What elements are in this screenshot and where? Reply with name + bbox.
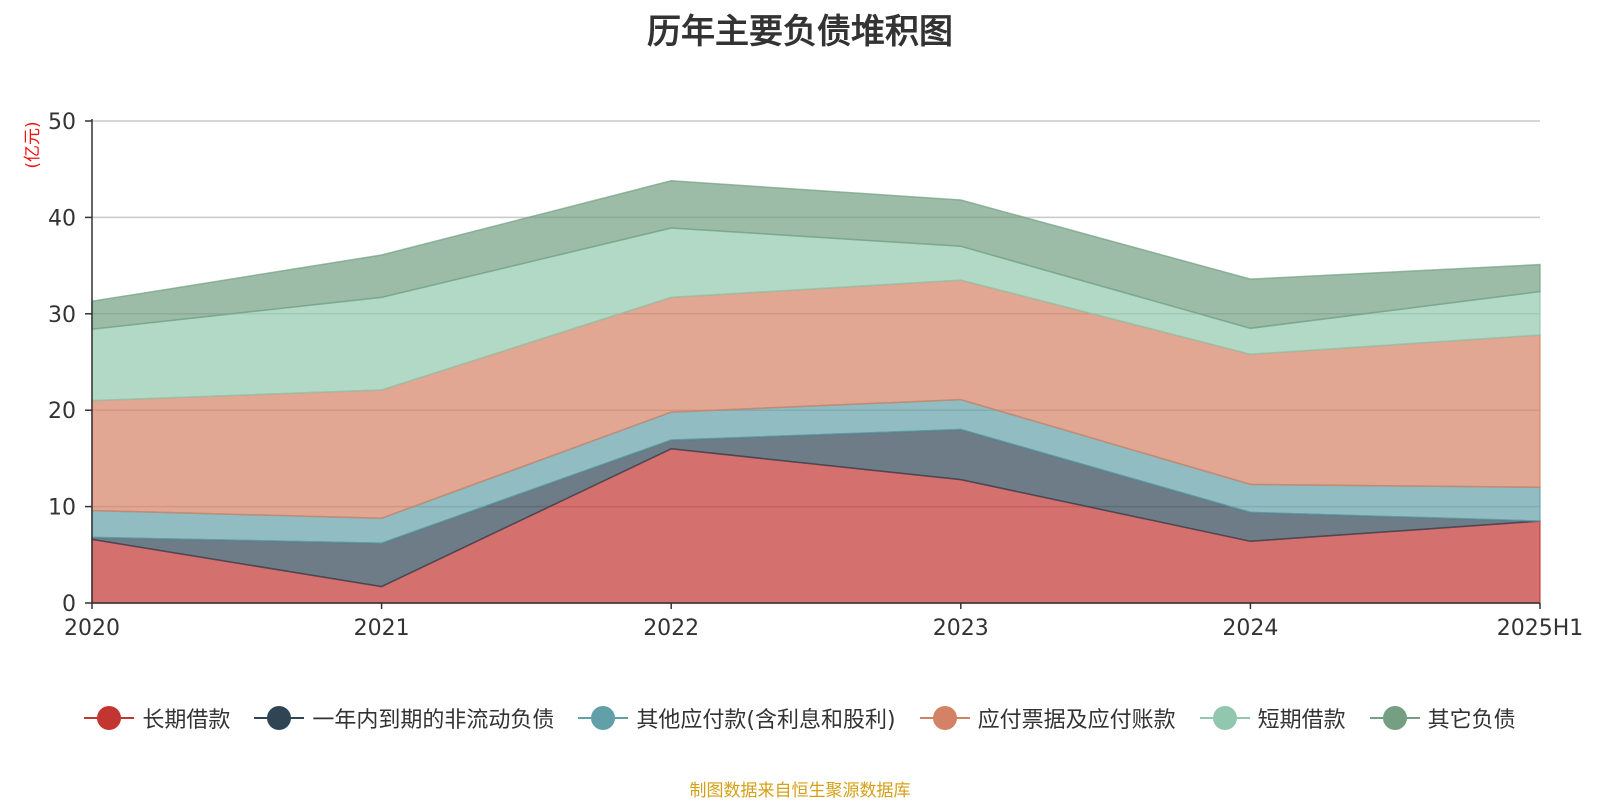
legend-label: 长期借款 xyxy=(142,708,231,733)
legend-item-2[interactable]: 其他应付款(含利息和股利) xyxy=(578,702,896,734)
legend-item-4[interactable]: 短期借款 xyxy=(1199,702,1346,734)
axis-layer: 0 10 20 30 40 50 2020 2021 2022 2023 2024 2025H1 xyxy=(48,110,1583,641)
y-unit-label: (亿元) xyxy=(23,121,43,168)
legend: 长期借款 一年内到期的非流动负债 其他应付款(含利息和股利) 应付票据及应付账款 短期借… xyxy=(0,702,1600,734)
x-tick-label: 2020 xyxy=(64,616,120,641)
x-tick-label: 2022 xyxy=(643,616,699,641)
y-tick-label: 20 xyxy=(48,399,76,424)
x-tick-label: 2024 xyxy=(1222,616,1278,641)
y-tick-label: 30 xyxy=(48,303,76,328)
legend-item-0[interactable]: 长期借款 xyxy=(84,702,230,734)
area-layer xyxy=(91,180,1541,604)
legend-label: 其他应付款(含利息和股利) xyxy=(636,708,896,733)
legend-label: 其它负债 xyxy=(1427,708,1516,733)
data-source-footnote: 制图数据来自恒生聚源数据库 xyxy=(689,781,911,801)
y-tick-label: 0 xyxy=(62,592,76,617)
area-series-5 xyxy=(91,180,1541,331)
y-tick-label: 50 xyxy=(48,110,76,135)
legend-marker-icon xyxy=(1199,706,1250,730)
legend-marker-icon xyxy=(919,706,970,730)
legend-label: 应付票据及应付账款 xyxy=(977,708,1176,733)
legend-label: 短期借款 xyxy=(1257,708,1346,733)
legend-item-1[interactable]: 一年内到期的非流动负债 xyxy=(254,702,554,734)
legend-item-3[interactable]: 应付票据及应付账款 xyxy=(919,702,1176,734)
legend-marker-icon xyxy=(1369,706,1420,730)
y-tick-label: 40 xyxy=(48,206,76,231)
legend-marker-icon xyxy=(578,706,629,730)
legend-item-5[interactable]: 其它负债 xyxy=(1369,702,1516,734)
legend-marker-icon xyxy=(254,706,305,730)
y-tick-label: 10 xyxy=(48,496,76,521)
x-tick-label: 2023 xyxy=(933,616,989,641)
chart-title: 历年主要负债堆积图 xyxy=(647,12,953,52)
legend-label: 一年内到期的非流动负债 xyxy=(312,708,555,733)
x-tick-label: 2021 xyxy=(354,616,410,641)
x-tick-label: 2025H1 xyxy=(1497,616,1584,641)
legend-marker-icon xyxy=(84,706,135,730)
